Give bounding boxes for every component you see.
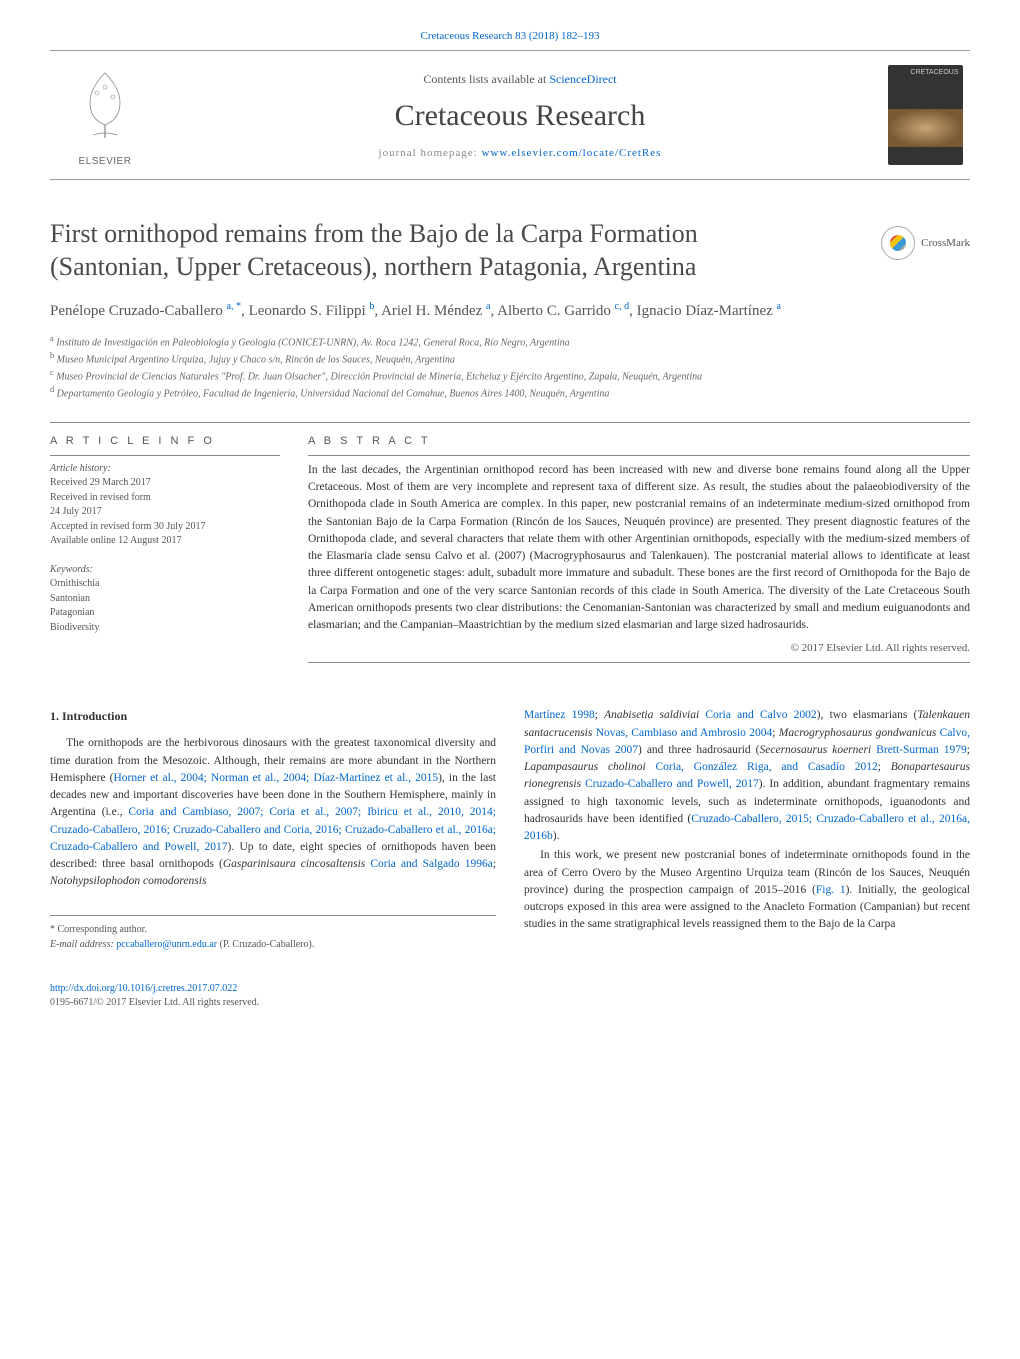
contents-line: Contents lists available at ScienceDirec…	[160, 72, 880, 87]
paragraph: In this work, we present new postcranial…	[524, 847, 970, 933]
affiliations: a Instituto de Investigación en Paleobio…	[50, 333, 970, 402]
article-title: First ornithopod remains from the Bajo d…	[50, 218, 830, 283]
section-heading: 1. Introduction	[50, 707, 496, 725]
doi-link[interactable]: http://dx.doi.org/10.1016/j.cretres.2017…	[50, 983, 237, 994]
article-info-head: A R T I C L E I N F O	[50, 435, 280, 447]
publisher-name: ELSEVIER	[65, 156, 145, 167]
article-info: A R T I C L E I N F O Article history: R…	[50, 435, 280, 664]
journal-header: ELSEVIER Contents lists available at Sci…	[50, 50, 970, 180]
copyright: © 2017 Elsevier Ltd. All rights reserved…	[308, 642, 970, 654]
running-head-link[interactable]: Cretaceous Research 83 (2018) 182–193	[420, 30, 599, 42]
elsevier-tree-icon	[65, 63, 145, 153]
journal-cover-thumb: CRETACEOUS	[880, 65, 970, 165]
paragraph: The ornithopods are the herbivorous dino…	[50, 735, 496, 890]
crossmark-badge[interactable]: CrossMark	[881, 226, 970, 260]
doi-block: http://dx.doi.org/10.1016/j.cretres.2017…	[50, 982, 496, 1010]
email-link[interactable]: pccaballero@unrn.edu.ar	[116, 939, 217, 950]
crossmark-icon	[890, 235, 906, 251]
abstract: A B S T R A C T In the last decades, the…	[308, 435, 970, 664]
homepage-line: journal homepage: www.elsevier.com/locat…	[160, 147, 880, 159]
homepage-url[interactable]: www.elsevier.com/locate/CretRes	[481, 147, 661, 159]
body-columns: 1. Introduction The ornithopods are the …	[50, 707, 970, 1009]
abstract-head: A B S T R A C T	[308, 435, 970, 447]
running-head: Cretaceous Research 83 (2018) 182–193	[50, 30, 970, 42]
abstract-body: In the last decades, the Argentinian orn…	[308, 462, 970, 635]
journal-title: Cretaceous Research	[160, 99, 880, 133]
paragraph: Martínez 1998; Anabisetia saldiviai Cori…	[524, 707, 970, 845]
publisher-logo: ELSEVIER	[50, 63, 160, 167]
column-left: 1. Introduction The ornithopods are the …	[50, 707, 496, 1009]
authors: Penélope Cruzado-Caballero a, *, Leonard…	[50, 299, 970, 323]
sciencedirect-link[interactable]: ScienceDirect	[549, 72, 616, 86]
column-right: Martínez 1998; Anabisetia saldiviai Cori…	[524, 707, 970, 1009]
corresponding-footnote: * Corresponding author. E-mail address: …	[50, 915, 496, 952]
divider	[50, 422, 970, 423]
